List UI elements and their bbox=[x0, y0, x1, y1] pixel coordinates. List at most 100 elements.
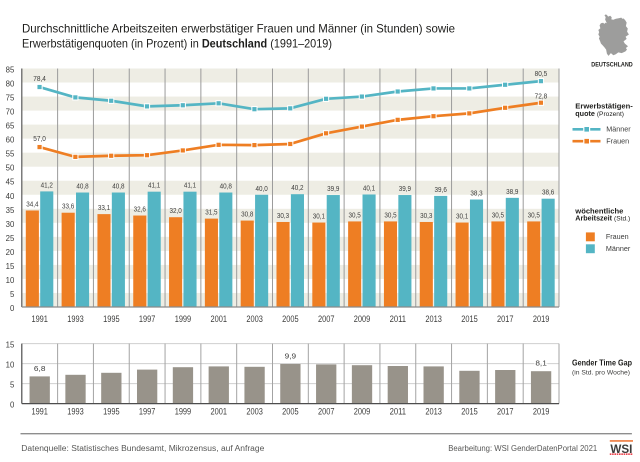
svg-text:1997: 1997 bbox=[139, 314, 156, 324]
svg-text:72,8: 72,8 bbox=[535, 91, 548, 100]
svg-text:1991: 1991 bbox=[31, 407, 48, 417]
svg-text:2017: 2017 bbox=[497, 407, 514, 417]
svg-text:40,8: 40,8 bbox=[112, 182, 124, 191]
svg-text:2007: 2007 bbox=[318, 314, 335, 324]
svg-text:40: 40 bbox=[6, 192, 15, 201]
svg-text:30,3: 30,3 bbox=[420, 211, 432, 220]
svg-text:55: 55 bbox=[6, 150, 15, 159]
svg-text:40,2: 40,2 bbox=[291, 183, 303, 192]
svg-text:57,0: 57,0 bbox=[33, 134, 46, 143]
svg-text:0: 0 bbox=[10, 304, 15, 313]
svg-text:70: 70 bbox=[6, 108, 15, 117]
svg-text:2003: 2003 bbox=[246, 314, 263, 324]
svg-text:38,9: 38,9 bbox=[506, 187, 518, 196]
svg-text:15: 15 bbox=[6, 262, 15, 271]
svg-text:85: 85 bbox=[6, 66, 15, 75]
svg-text:2013: 2013 bbox=[425, 314, 442, 324]
svg-text:10: 10 bbox=[6, 276, 15, 285]
svg-text:50: 50 bbox=[6, 164, 15, 173]
svg-text:60: 60 bbox=[6, 136, 15, 145]
svg-text:1991: 1991 bbox=[31, 314, 48, 324]
svg-text:2009: 2009 bbox=[354, 314, 371, 324]
svg-text:38,3: 38,3 bbox=[470, 189, 482, 198]
svg-text:30,1: 30,1 bbox=[313, 212, 325, 221]
svg-text:39,6: 39,6 bbox=[435, 185, 447, 194]
svg-text:WSI: WSI bbox=[610, 442, 632, 456]
svg-text:DEUTSCHLAND: DEUTSCHLAND bbox=[591, 62, 633, 69]
svg-text:2009: 2009 bbox=[354, 407, 371, 417]
svg-text:30,5: 30,5 bbox=[349, 210, 361, 219]
svg-text:2019: 2019 bbox=[533, 407, 550, 417]
svg-text:34,4: 34,4 bbox=[26, 199, 38, 208]
svg-text:65: 65 bbox=[6, 122, 15, 131]
svg-text:40,8: 40,8 bbox=[220, 182, 232, 191]
svg-text:32,6: 32,6 bbox=[134, 205, 146, 214]
svg-text:Männer: Männer bbox=[606, 244, 631, 253]
svg-text:20: 20 bbox=[6, 248, 15, 257]
svg-text:2001: 2001 bbox=[211, 314, 228, 324]
svg-text:6,8: 6,8 bbox=[34, 364, 46, 373]
svg-text:Arbeitszeit (Std.): Arbeitszeit (Std.) bbox=[575, 214, 630, 223]
svg-text:Gender Time Gap: Gender Time Gap bbox=[572, 358, 632, 367]
svg-text:35: 35 bbox=[6, 206, 15, 215]
svg-text:1993: 1993 bbox=[67, 314, 84, 324]
svg-text:Frauen: Frauen bbox=[606, 232, 629, 241]
svg-text:2005: 2005 bbox=[282, 314, 299, 324]
svg-text:30: 30 bbox=[6, 220, 15, 229]
svg-text:41,1: 41,1 bbox=[184, 181, 196, 190]
svg-text:30,5: 30,5 bbox=[492, 210, 504, 219]
svg-text:1999: 1999 bbox=[175, 407, 192, 417]
svg-text:75: 75 bbox=[6, 94, 15, 103]
svg-text:2005: 2005 bbox=[282, 407, 299, 417]
svg-text:32,0: 32,0 bbox=[169, 206, 181, 215]
svg-text:40,1: 40,1 bbox=[363, 183, 375, 192]
svg-text:15: 15 bbox=[6, 340, 15, 349]
svg-text:2003: 2003 bbox=[246, 407, 263, 417]
svg-text:10: 10 bbox=[6, 360, 15, 369]
svg-text:1993: 1993 bbox=[67, 407, 84, 417]
svg-text:30,5: 30,5 bbox=[528, 210, 540, 219]
svg-text:2013: 2013 bbox=[425, 407, 442, 417]
svg-text:Bearbeitung: WSI GenderDatenPo: Bearbeitung: WSI GenderDatenPortal 2021 bbox=[448, 444, 598, 453]
svg-text:quote (Prozent): quote (Prozent) bbox=[575, 109, 624, 118]
svg-text:wöchentliche: wöchentliche bbox=[574, 206, 623, 215]
svg-text:5: 5 bbox=[10, 380, 15, 389]
svg-text:25: 25 bbox=[6, 234, 15, 243]
svg-text:5: 5 bbox=[10, 290, 15, 299]
svg-text:30,3: 30,3 bbox=[277, 211, 289, 220]
svg-text:1995: 1995 bbox=[103, 407, 120, 417]
svg-text:1999: 1999 bbox=[175, 314, 192, 324]
svg-text:40,8: 40,8 bbox=[76, 182, 88, 191]
svg-text:(in Std. pro Woche): (in Std. pro Woche) bbox=[572, 370, 630, 377]
svg-text:Erwerbstätigenquoten (in Proze: Erwerbstätigenquoten (in Prozent) in Deu… bbox=[22, 37, 332, 51]
svg-text:80,5: 80,5 bbox=[535, 69, 548, 78]
svg-text:2007: 2007 bbox=[318, 407, 335, 417]
svg-text:2001: 2001 bbox=[211, 407, 228, 417]
svg-text:Durchschnittliche Arbeitszeite: Durchschnittliche Arbeitszeiten erwerbst… bbox=[22, 21, 455, 35]
svg-text:78,4: 78,4 bbox=[33, 74, 46, 83]
svg-text:39,9: 39,9 bbox=[399, 184, 411, 193]
svg-text:2017: 2017 bbox=[497, 314, 514, 324]
svg-text:0: 0 bbox=[10, 400, 15, 409]
svg-text:Erwerbstätigen-: Erwerbstätigen- bbox=[575, 101, 633, 110]
svg-text:2015: 2015 bbox=[461, 314, 478, 324]
svg-text:Frauen: Frauen bbox=[606, 137, 629, 146]
svg-text:38,6: 38,6 bbox=[542, 188, 554, 197]
svg-text:1997: 1997 bbox=[139, 407, 156, 417]
svg-text:33,1: 33,1 bbox=[98, 203, 110, 212]
svg-text:9,9: 9,9 bbox=[285, 352, 297, 361]
svg-text:45: 45 bbox=[6, 178, 15, 187]
svg-text:80: 80 bbox=[6, 80, 15, 89]
svg-text:2015: 2015 bbox=[461, 407, 478, 417]
svg-text:31,5: 31,5 bbox=[205, 208, 217, 217]
svg-text:30,8: 30,8 bbox=[241, 210, 253, 219]
svg-text:30,1: 30,1 bbox=[456, 212, 468, 221]
svg-text:39,9: 39,9 bbox=[327, 184, 339, 193]
svg-text:2011: 2011 bbox=[390, 407, 407, 417]
svg-text:2011: 2011 bbox=[390, 314, 407, 324]
svg-text:40,0: 40,0 bbox=[255, 184, 267, 193]
svg-text:Männer: Männer bbox=[606, 125, 631, 134]
svg-text:1995: 1995 bbox=[103, 314, 120, 324]
svg-text:41,1: 41,1 bbox=[148, 181, 160, 190]
svg-text:33,6: 33,6 bbox=[62, 202, 74, 211]
